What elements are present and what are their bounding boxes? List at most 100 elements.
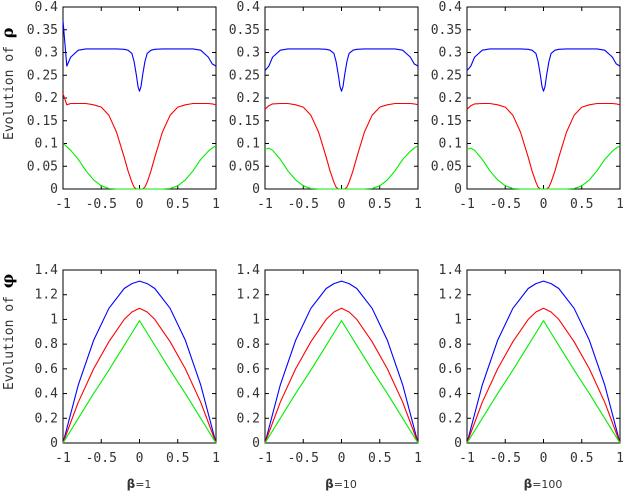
panel-3-ytick-label: 0.3 <box>439 46 462 61</box>
row-label-rho: Evolution of ρ <box>0 28 17 140</box>
panel-2-ytick-label: 0.05 <box>229 159 260 174</box>
panel-6-ytick-label: 0.8 <box>439 337 462 352</box>
panel-5-xtick-label: 1 <box>414 451 422 466</box>
panel-3-ytick-label: 0.1 <box>439 137 462 152</box>
panel-4-ytick-label: 0 <box>50 436 58 451</box>
panel-1-xtick-label: -0.5 <box>86 197 117 212</box>
column-label-beta-100: β=100 <box>524 477 563 491</box>
panel-6-xtick-label: -0.5 <box>490 451 521 466</box>
panel-5-ytick-label: 0.6 <box>237 362 260 377</box>
row-label-rho-prefix: Evolution of <box>2 38 17 140</box>
panel-3-series-blue <box>466 48 621 92</box>
panel-5-ytick-label: 0 <box>252 436 260 451</box>
panel-2-ytick-label: 0.2 <box>237 91 260 106</box>
panel-6-ytick-label: 0.4 <box>439 387 463 402</box>
panel-1-ytick-label: 0.2 <box>35 91 58 106</box>
panel-2-xtick-label: 0.5 <box>368 197 391 212</box>
panel-4-ytick-label: 0.8 <box>35 337 58 352</box>
panel-4-ytick-label: 1.2 <box>35 288 58 303</box>
panel-3-series-green <box>466 145 621 190</box>
panel-4-series-red <box>62 307 217 444</box>
panel-4-xtick-label: 0.5 <box>166 451 189 466</box>
panel-1-ytick-label: 0.4 <box>35 0 59 15</box>
panel-5-ytick-label: 0.2 <box>237 411 260 426</box>
column-label-beta-10-value: =10 <box>334 478 357 491</box>
column-label-beta-100-value: =100 <box>532 478 562 491</box>
panel-1-frame <box>62 6 217 190</box>
panel-4-ytick-label: 0.2 <box>35 411 58 426</box>
panel-3-xtick-label: 1 <box>616 197 623 212</box>
row-label-phi-symbol: φ <box>0 274 17 288</box>
panel-2-xtick-label: 1 <box>414 197 422 212</box>
panel-3-xtick-label: 0.5 <box>570 197 593 212</box>
panel-1-ytick-label: 0 <box>50 182 58 197</box>
panel-1-series-blue <box>62 20 217 92</box>
panel-4-xtick-label: 1 <box>212 451 220 466</box>
panel-6-frame <box>466 269 621 444</box>
row-label-rho-symbol: ρ <box>0 28 17 39</box>
panel-5-ytick-label: 1 <box>252 312 260 327</box>
panel-3-ytick-label: 0.4 <box>439 0 463 15</box>
panel-2-ytick-label: 0.3 <box>237 46 260 61</box>
panel-5-ytick-label: 1.4 <box>237 263 261 278</box>
column-label-beta-1-value: =1 <box>135 478 151 491</box>
panel-5-series-green <box>264 320 419 444</box>
panel-3-xtick-label: -1 <box>459 197 475 212</box>
panel-6-xtick-label: 1 <box>616 451 623 466</box>
panel-4-series-blue <box>62 280 217 444</box>
panel-1-xtick-label: 0 <box>136 197 144 212</box>
panel-6-series-red <box>466 307 621 444</box>
panel-3-ytick-label: 0.05 <box>431 159 462 174</box>
panel-4-xtick-label: 0 <box>136 451 144 466</box>
panel-3-ytick-label: 0.2 <box>439 91 462 106</box>
panel-3-series-red <box>466 102 621 190</box>
panel-2-ytick-label: 0.25 <box>229 68 260 83</box>
panel-5-xtick-label: 0 <box>338 451 346 466</box>
panel-1-xtick-label: 1 <box>212 197 220 212</box>
panel-6-ytick-label: 0.6 <box>439 362 462 377</box>
panel-4-frame <box>62 269 217 444</box>
panel-1-ytick-label: 0.15 <box>27 114 58 129</box>
panel-1-ytick-label: 0.35 <box>27 23 58 38</box>
panel-3-frame <box>466 6 621 190</box>
panel-5-frame <box>264 269 419 444</box>
panel-3-ytick-label: 0.25 <box>431 68 462 83</box>
panel-5-series-red <box>264 307 419 444</box>
panel-1-xtick-label: -1 <box>55 197 71 212</box>
panel-3-ytick-label: 0.35 <box>431 23 462 38</box>
panel-4-ytick-label: 1.4 <box>35 263 59 278</box>
panel-2-series-blue <box>264 48 419 92</box>
panel-1-xtick-label: 0.5 <box>166 197 189 212</box>
panel-2-series-red <box>264 102 419 190</box>
panel-5-ytick-label: 0.8 <box>237 337 260 352</box>
panel-5-ytick-label: 0.4 <box>237 387 261 402</box>
column-label-beta-10: β=10 <box>325 477 357 491</box>
panel-4-ytick-label: 0.6 <box>35 362 58 377</box>
panel-6-series-green <box>466 320 621 444</box>
panel-4-ytick-label: 0.4 <box>35 387 59 402</box>
panel-5-xtick-label: 0.5 <box>368 451 391 466</box>
panel-3-xtick-label: -0.5 <box>490 197 521 212</box>
panel-6-ytick-label: 0 <box>454 436 462 451</box>
panel-2-ytick-label: 0.35 <box>229 23 260 38</box>
panel-5-series-blue <box>264 280 419 444</box>
panel-2-ytick-label: 0 <box>252 182 260 197</box>
panel-4-xtick-label: -1 <box>55 451 71 466</box>
panel-5-ytick-label: 1.2 <box>237 288 260 303</box>
panel-6-ytick-label: 1.2 <box>439 288 462 303</box>
panel-2-ytick-label: 0.15 <box>229 114 260 129</box>
panel-1-series-green <box>62 143 217 190</box>
panel-1-ytick-label: 0.3 <box>35 46 58 61</box>
panel-2-xtick-label: -1 <box>257 197 273 212</box>
panel-1-ytick-label: 0.1 <box>35 137 58 152</box>
panel-1-ytick-label: 0.25 <box>27 68 58 83</box>
panel-5-xtick-label: -1 <box>257 451 273 466</box>
panel-2-xtick-label: -0.5 <box>288 197 319 212</box>
panel-3-xtick-label: 0 <box>540 197 548 212</box>
panel-6-xtick-label: 0.5 <box>570 451 593 466</box>
row-label-phi: Evolution of φ <box>0 274 17 390</box>
panel-5-xtick-label: -0.5 <box>288 451 319 466</box>
panel-6-ytick-label: 1 <box>454 312 462 327</box>
panel-2-ytick-label: 0.1 <box>237 137 260 152</box>
